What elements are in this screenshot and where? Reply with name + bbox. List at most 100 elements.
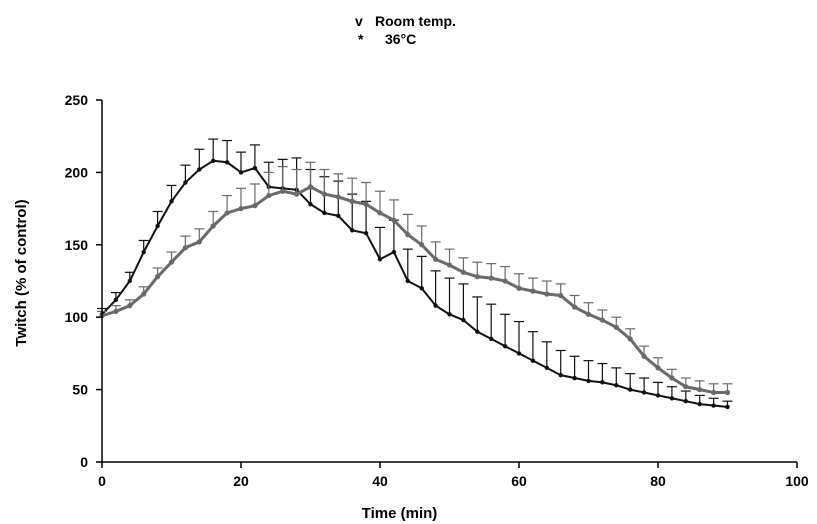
data-point [266,192,272,199]
data-point [641,390,647,395]
data-point [641,353,647,359]
data-point [169,199,174,204]
y-tick-label: 0 [80,454,88,470]
plot-area [97,138,733,410]
data-point [628,387,633,392]
data-point [155,223,160,229]
data-point [530,358,536,363]
series-line [101,185,728,394]
data-point [655,365,661,371]
x-axis-title: Time (min) [362,505,438,522]
y-tick-label: 100 [65,309,89,325]
data-point [544,291,550,297]
data-point [238,170,244,175]
data-point [655,393,661,398]
data-point [349,198,355,204]
data-point [141,291,147,297]
data-point [585,311,592,317]
data-point [127,278,132,284]
data-point [433,256,439,262]
x-tick-label: 20 [233,473,249,489]
data-point [502,343,508,349]
data-point [141,249,146,255]
data-point [516,351,522,356]
data-point [155,274,161,280]
data-point [669,396,675,401]
data-point [308,202,313,207]
y-tick-label: 200 [65,164,89,180]
data-point [446,262,453,268]
data-point [711,389,717,396]
data-point [419,242,425,248]
data-point [197,167,202,172]
data-point [614,383,619,388]
x-tick-label: 100 [785,473,809,489]
data-point [321,191,327,197]
data-point [447,312,452,317]
data-point [683,398,688,404]
data-point [433,303,438,308]
data-point [127,303,133,309]
data-point [669,375,675,381]
data-point [600,380,605,385]
data-point [474,274,480,280]
data-point [572,375,577,381]
data-point [307,184,314,190]
legend: v Room temp. * 36°C [355,13,456,47]
data-point [502,278,508,284]
data-point [489,336,494,342]
data-point [516,285,522,291]
data-point [280,188,286,194]
data-point [697,387,703,393]
data-point [488,275,494,281]
data-point [211,158,216,164]
data-point [224,160,230,165]
x-tick-label: 80 [650,473,666,489]
data-point [460,269,466,275]
data-point [405,232,411,238]
data-point [336,213,341,219]
series-2 [97,161,733,396]
legend-marker: v [355,13,363,29]
x-tick-label: 60 [511,473,527,489]
data-point [252,165,258,171]
data-point [363,231,369,236]
series-line [101,159,728,408]
data-point [196,239,202,245]
data-point [252,203,258,209]
data-point [683,384,689,390]
data-point [391,249,397,255]
data-point [322,210,327,216]
y-tick-label: 50 [72,382,88,398]
legend-label: Room temp. [375,13,456,29]
y-tick-label: 150 [65,237,89,253]
legend-marker: * [358,31,364,47]
x-tick-label: 0 [98,473,106,489]
data-point [461,317,466,323]
data-point [183,180,188,185]
x-tick-label: 40 [372,473,388,489]
axes: 0 20 40 60 80 100 0 50 100 150 200 250 [65,92,809,489]
data-point [294,191,300,197]
data-point [558,372,563,378]
data-point [725,404,730,410]
data-point [558,292,564,299]
legend-label: 36°C [385,31,416,47]
y-tick-label: 250 [65,92,89,108]
data-point [586,378,591,384]
data-point [182,245,188,251]
data-point [627,336,633,342]
data-point [335,194,341,200]
data-point [391,217,397,223]
data-point [238,206,244,212]
data-point [475,329,480,334]
data-point [224,210,230,216]
series-1 [97,138,733,410]
data-point [168,259,175,265]
data-point [599,317,606,323]
data-point [350,228,355,233]
data-point [724,389,731,396]
data-point [210,223,216,229]
data-point [377,210,383,216]
